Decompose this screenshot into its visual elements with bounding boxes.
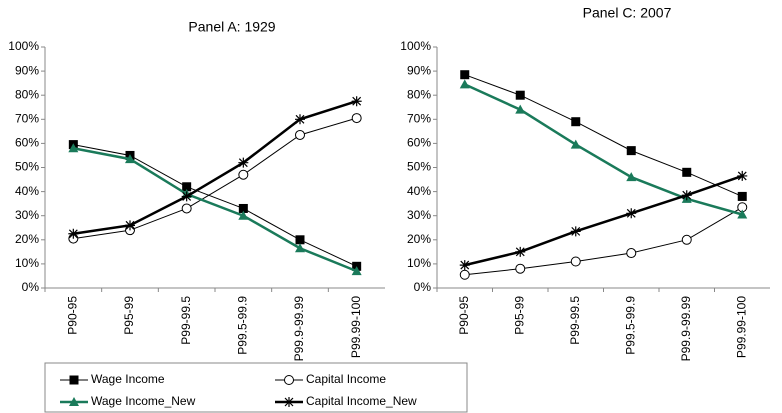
x-tick-label: P90-95: [66, 296, 80, 335]
y-tick-label: 10%: [407, 256, 431, 270]
legend-label: Wage Income_New: [91, 394, 196, 408]
y-tick-label: 70%: [15, 111, 39, 125]
y-tick-label: 50%: [15, 160, 39, 174]
series-line: [73, 144, 357, 267]
series-line: [464, 74, 743, 197]
marker: [295, 114, 305, 125]
y-tick-label: 80%: [407, 87, 431, 101]
x-tick-label: P99-99.5: [179, 296, 193, 345]
x-tick-label: P99.99-100: [349, 296, 363, 358]
chart-title: Panel C: 2007: [583, 5, 672, 21]
y-tick-label: 60%: [407, 136, 431, 150]
marker: [460, 70, 470, 80]
series-line: [464, 206, 743, 276]
marker: [571, 117, 581, 127]
x-tick-label: P99.9-99.99: [292, 296, 306, 362]
marker: [125, 154, 135, 164]
marker: [351, 266, 362, 276]
marker: [737, 191, 747, 201]
marker: [238, 203, 248, 213]
x-tick-label: P99-99.5: [568, 296, 582, 345]
marker: [737, 209, 748, 219]
marker: [626, 208, 637, 219]
marker: [626, 172, 637, 182]
marker: [295, 235, 305, 245]
y-tick-label: 90%: [407, 63, 431, 77]
marker: [69, 375, 79, 385]
marker: [238, 210, 249, 220]
y-tick-label: 0%: [414, 280, 432, 294]
marker: [515, 104, 526, 114]
chart-title: Panel A: 1929: [188, 19, 275, 35]
x-tick-label: P95-99: [122, 296, 136, 335]
marker: [69, 397, 79, 406]
x-tick-label: P99.5-99.9: [236, 296, 250, 355]
series-line: [464, 83, 743, 216]
y-tick-label: 40%: [15, 184, 39, 198]
y-tick-label: 20%: [407, 232, 431, 246]
y-tick-label: 100%: [400, 39, 431, 53]
y-tick-label: 90%: [15, 63, 39, 77]
marker: [284, 375, 294, 385]
marker: [515, 246, 526, 257]
y-tick-label: 40%: [407, 184, 431, 198]
y-tick-label: 10%: [15, 256, 39, 270]
marker: [570, 256, 581, 267]
marker: [459, 260, 470, 271]
legend-label: Capital Income: [306, 372, 386, 386]
y-tick-label: 0%: [22, 280, 40, 294]
series-line: [73, 117, 357, 240]
x-tick-label: P90-95: [457, 296, 471, 335]
legend-label: Wage Income: [91, 372, 165, 386]
marker: [626, 248, 637, 259]
marker: [238, 169, 249, 180]
y-tick-label: 100%: [8, 39, 39, 53]
x-tick-label: P99.5-99.9: [623, 296, 637, 355]
legend-box: [44, 362, 468, 413]
marker: [351, 113, 362, 124]
marker: [238, 157, 249, 168]
y-tick-label: 20%: [15, 232, 39, 246]
series-line: [73, 146, 358, 273]
marker: [737, 170, 748, 181]
marker: [125, 220, 135, 231]
marker: [459, 269, 470, 280]
x-tick-label: P95-99: [512, 296, 526, 335]
marker: [181, 191, 192, 202]
marker: [459, 79, 470, 89]
y-tick-label: 30%: [15, 208, 39, 222]
legend-label: Capital Income_New: [306, 394, 417, 408]
marker: [515, 263, 526, 274]
x-tick-label: P99.99-100: [734, 296, 748, 358]
series-line: [464, 174, 743, 267]
marker: [681, 234, 692, 245]
marker: [182, 182, 192, 192]
marker: [295, 129, 305, 140]
y-tick-label: 60%: [15, 136, 39, 150]
y-tick-label: 80%: [15, 87, 39, 101]
x-tick-label: P99.9-99.99: [679, 296, 693, 362]
marker: [515, 90, 525, 100]
marker: [284, 397, 294, 407]
marker: [570, 139, 581, 149]
marker: [295, 243, 305, 253]
y-tick-label: 30%: [407, 208, 431, 222]
marker: [68, 228, 79, 239]
marker: [681, 190, 692, 201]
y-tick-label: 70%: [407, 111, 431, 125]
marker: [570, 226, 581, 237]
marker: [68, 143, 79, 153]
series-line: [73, 100, 358, 236]
y-tick-label: 50%: [407, 160, 431, 174]
marker: [181, 203, 192, 214]
marker: [626, 146, 636, 156]
marker: [682, 167, 692, 177]
marker: [351, 96, 362, 107]
